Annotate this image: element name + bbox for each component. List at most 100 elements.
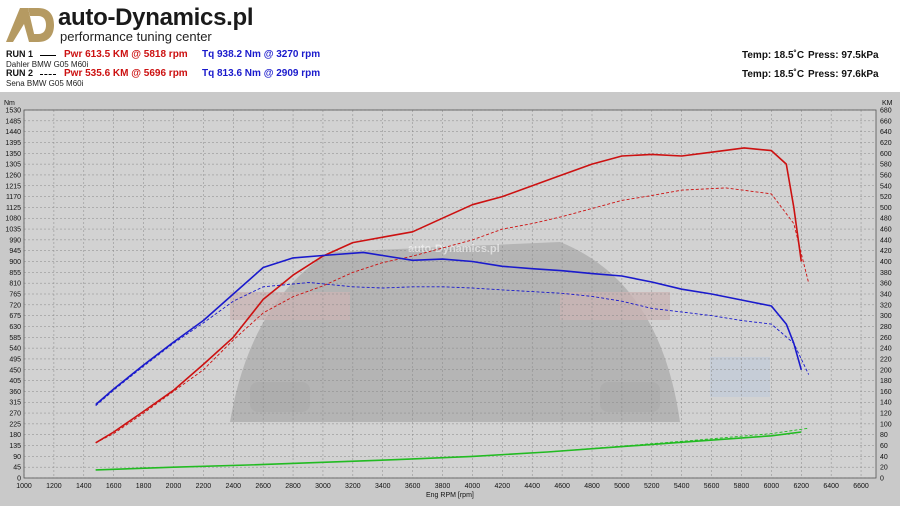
x-tick-label: 2000 (166, 483, 182, 490)
left-tick-label: 1080 (5, 216, 21, 223)
x-tick-label: 3800 (435, 483, 451, 490)
right-tick-label: 160 (880, 389, 892, 396)
left-tick-label: 1125 (6, 205, 21, 212)
left-tick-label: 90 (13, 454, 21, 461)
run2-power: Pwr 535.6 KM @ 5696 rpm (64, 68, 188, 79)
run2-torque: Tq 813.6 Nm @ 2909 rpm (202, 68, 321, 79)
left-tick-label: 1215 (5, 183, 21, 190)
x-tick-label: 6000 (764, 483, 780, 490)
left-tick-label: 495 (9, 356, 21, 363)
left-tick-label: 1440 (5, 129, 21, 136)
left-tick-label: 1305 (5, 162, 21, 169)
x-tick-label: 2800 (285, 483, 301, 490)
left-tick-label: 1350 (5, 151, 21, 158)
x-axis-ticks: 1000 1200 1400 1600 1800 2000 2200 2400 2600 2800… (16, 483, 869, 490)
right-tick-label: 540 (880, 183, 892, 190)
right-tick-label: 500 (880, 205, 892, 212)
x-tick-label: 3600 (405, 483, 421, 490)
x-tick-label: 5000 (614, 483, 630, 490)
left-tick-label: 315 (9, 400, 21, 407)
run2-temp: Temp: 18.5˚C (742, 69, 805, 80)
left-tick-label: 540 (9, 346, 21, 353)
x-tick-label: 3200 (345, 483, 361, 490)
left-tick-label: 1170 (6, 194, 21, 201)
chart-watermark: auto-Dynamics.pl (408, 243, 500, 255)
left-axis-label: Nm (4, 100, 15, 107)
left-tick-label: 225 (9, 421, 21, 428)
x-tick-label: 5600 (704, 483, 720, 490)
right-tick-label: 260 (880, 335, 892, 342)
x-tick-label: 1400 (76, 483, 92, 490)
left-tick-label: 630 (9, 324, 21, 331)
run1-label: RUN 1 (6, 49, 34, 59)
x-tick-label: 3400 (375, 483, 391, 490)
right-tick-label: 560 (880, 172, 892, 179)
x-tick-label: 4200 (495, 483, 511, 490)
x-tick-label: 4800 (584, 483, 600, 490)
left-axis-ticks: 0 45 90 135 180 225 270 315 360 405 450 495 540 585 63… (5, 108, 21, 483)
right-tick-label: 520 (880, 194, 892, 201)
right-tick-label: 600 (880, 151, 892, 158)
right-tick-label: 100 (880, 421, 892, 428)
right-tick-label: 60 (880, 443, 888, 450)
series-pwr-run1-line (95, 147, 803, 444)
left-tick-label: 720 (9, 302, 21, 309)
run2-label: RUN 2 (6, 68, 34, 78)
run1-power: Pwr 613.5 KM @ 5818 rpm (64, 49, 188, 60)
left-tick-label: 180 (9, 432, 21, 439)
header: auto-Dynamics.pl performance tuning cent… (0, 0, 900, 92)
x-tick-label: 4000 (465, 483, 481, 490)
right-tick-label: 640 (880, 129, 892, 136)
x-tick-label: 5400 (674, 483, 690, 490)
left-tick-label: 1260 (5, 172, 21, 179)
left-tick-label: 135 (9, 443, 21, 450)
x-tick-label: 3000 (315, 483, 331, 490)
x-tick-label: 5200 (644, 483, 660, 490)
plot-border (23, 109, 877, 479)
run2-line-sample (40, 74, 56, 75)
left-tick-label: 1485 (5, 118, 21, 125)
x-tick-label: 4400 (524, 483, 540, 490)
left-tick-label: 450 (9, 367, 21, 374)
right-tick-label: 580 (880, 162, 892, 169)
brand-tagline: performance tuning center (60, 29, 212, 44)
series-loss-run2-line (95, 427, 809, 471)
run1-temp: Temp: 18.5˚C (742, 50, 805, 61)
chart-series (95, 147, 810, 471)
x-axis-label: Eng RPM [rpm] (426, 492, 474, 499)
right-tick-label: 200 (880, 367, 892, 374)
series-pwr-run2-line (95, 187, 810, 444)
right-tick-label: 40 (880, 454, 888, 461)
right-tick-label: 280 (880, 324, 892, 331)
dyno-chart: 0 45 90 135 180 225 270 315 360 405 450 495 540 585 63… (0, 92, 900, 506)
left-tick-label: 1395 (5, 140, 21, 147)
right-tick-label: 0 (880, 476, 884, 483)
left-tick-label: 855 (9, 270, 21, 277)
left-tick-label: 810 (9, 281, 21, 288)
left-tick-label: 585 (9, 335, 21, 342)
background-car-image (230, 242, 770, 422)
left-tick-label: 900 (9, 259, 21, 266)
left-tick-label: 945 (9, 248, 21, 255)
right-tick-label: 140 (880, 400, 892, 407)
series-tq-run2-line (95, 282, 810, 407)
run1-line-sample (40, 55, 56, 56)
x-tick-label: 2600 (255, 483, 271, 490)
left-tick-label: 765 (9, 292, 21, 299)
x-tick-label: 2400 (225, 483, 241, 490)
x-tick-label: 1800 (136, 483, 152, 490)
run1-car: Dahler BMW G05 M60i (6, 60, 89, 69)
x-tick-label: 6400 (823, 483, 839, 490)
right-tick-label: 240 (880, 346, 892, 353)
x-tick-label: 1000 (16, 483, 32, 490)
right-tick-label: 480 (880, 216, 892, 223)
left-tick-label: 675 (9, 313, 21, 320)
run1-torque: Tq 938.2 Nm @ 3270 rpm (202, 49, 321, 60)
right-tick-label: 680 (880, 108, 892, 115)
x-tick-label: 1600 (106, 483, 122, 490)
left-tick-label: 0 (17, 476, 21, 483)
left-tick-label: 990 (9, 237, 21, 244)
x-tick-label: 2200 (196, 483, 212, 490)
left-tick-label: 1530 (5, 108, 21, 115)
right-axis-label: KM (882, 100, 893, 107)
